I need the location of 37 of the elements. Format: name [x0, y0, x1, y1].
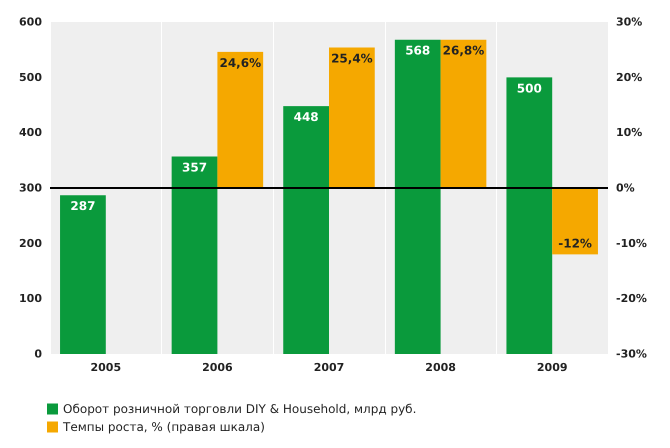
x-tick-label: 2007 [314, 361, 344, 374]
x-tick-label: 2008 [425, 361, 456, 374]
legend-label: Темпы роста, % (правая шкала) [62, 420, 265, 434]
legend-label: Оборот розничной торговли DIY & Household, млрд руб. [63, 402, 416, 416]
data-label: -12% [558, 236, 592, 250]
data-label: 568 [405, 44, 430, 58]
data-label: 25,4% [331, 51, 373, 66]
bar [172, 156, 218, 354]
y-tick-label: 100 [19, 292, 42, 306]
y2-tick-label: -20% [616, 292, 647, 306]
data-label: 26,8% [442, 44, 484, 58]
bar [552, 188, 598, 254]
data-label: 448 [294, 110, 319, 124]
bar [283, 106, 329, 354]
bar [394, 40, 441, 354]
y2-tick-label: 30% [616, 16, 642, 28]
data-label: 357 [182, 160, 208, 174]
y2-tick-label: 10% [616, 126, 642, 140]
y-tick-label: 400 [19, 126, 42, 140]
data-label: 500 [516, 81, 542, 96]
y2-tick-label: 0% [616, 182, 635, 194]
x-tick-label: 2009 [536, 361, 568, 374]
y2-tick-label: 20% [616, 70, 642, 84]
x-tick-label: 2005 [90, 361, 122, 374]
x-tick-label: 2006 [202, 361, 234, 374]
y-tick-label: 200 [19, 236, 42, 250]
data-label: 24,6% [219, 56, 262, 70]
data-label: 287 [70, 199, 96, 214]
y-tick-label: 500 [19, 70, 42, 84]
bar [217, 52, 264, 188]
y2-tick-label: -30% [616, 348, 647, 360]
bar [506, 77, 552, 354]
bar [60, 195, 106, 354]
y-tick-label: 600 [19, 16, 42, 28]
y-tick-label: 0 [34, 348, 42, 360]
y2-tick-label: -10% [616, 236, 647, 250]
y-tick-label: 300 [19, 182, 42, 194]
